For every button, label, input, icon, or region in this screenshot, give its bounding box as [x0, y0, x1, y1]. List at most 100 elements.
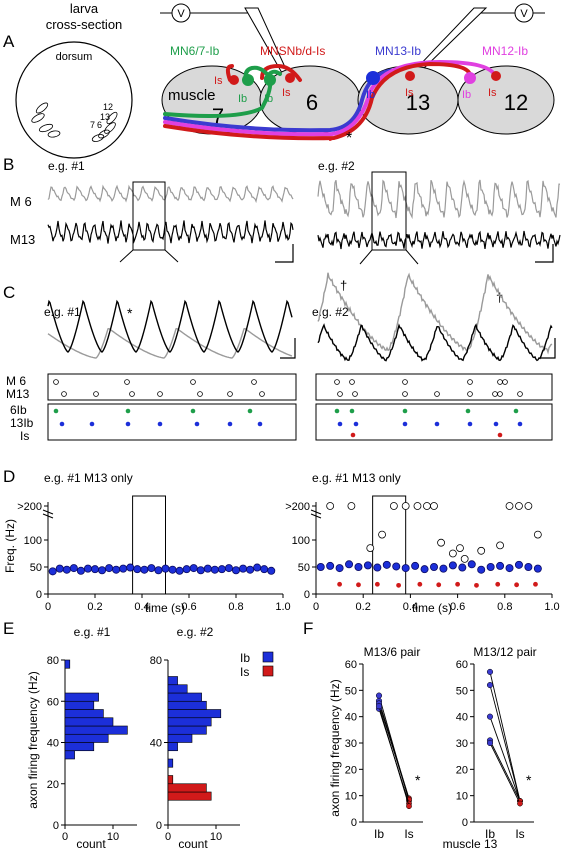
y-tick-label: 50: [298, 562, 310, 574]
hist-bar-ib: [167, 733, 193, 743]
y-tick-label: 50: [30, 562, 42, 574]
x-tick-label: 0.2: [356, 601, 371, 613]
terminal-ib-13: [366, 71, 380, 85]
terminal-label-is-13: Is: [405, 87, 414, 99]
data-point-ib: [514, 560, 523, 569]
raster-dot-13ib: [353, 421, 359, 427]
data-point-ib: [62, 565, 71, 574]
data-point-is: [436, 582, 442, 588]
y-tick-label: 30: [456, 738, 468, 750]
muscle-13-label: 13: [406, 90, 430, 115]
panel-d-right-title: e.g. #1 M13 only: [312, 471, 401, 485]
electrode-left: V: [160, 3, 291, 81]
larva-circle: [15, 41, 133, 159]
panel-e-title-2: e.g. #2: [177, 625, 214, 639]
raster-open-m13: [402, 391, 408, 397]
y-tick-label: 80: [47, 655, 59, 667]
data-point-ib: [154, 566, 163, 575]
data-point-open: [389, 502, 398, 510]
data-point-ib: [105, 564, 114, 573]
raster-label-is: Is: [20, 429, 29, 443]
x-tick-label: 0.6: [181, 601, 196, 613]
larva-dorsum: dorsum: [56, 51, 93, 63]
data-point-ib: [326, 561, 335, 570]
panel-c-asterisk: *: [127, 305, 133, 321]
panel-d-left-plot: >200 100 50 00 0.2 0.4 0.6 0.8 1.0: [17, 495, 291, 613]
panel-label-e: E: [3, 619, 14, 638]
raster-dot-13ib: [89, 421, 95, 427]
panel-e-ylabel: axon firing frequency (Hz): [26, 671, 40, 808]
panel-c-dagger-2: †: [496, 290, 503, 305]
x-tick-label: 1.0: [275, 601, 290, 613]
y-tick-label: 0: [304, 589, 310, 601]
y-tick-label: >200: [285, 501, 310, 513]
data-point-ib: [203, 564, 212, 573]
raster-open-m6: [502, 379, 508, 385]
y-tick-label: 40: [150, 738, 162, 750]
raster-dot-6ib: [349, 408, 355, 414]
data-point-is: [455, 581, 460, 587]
data-point-open: [326, 502, 335, 510]
terminal-label-is-6: Is: [282, 87, 291, 99]
y-tick-label: 60: [345, 659, 357, 671]
hist-bar-ib: [167, 709, 222, 719]
raster-open-m13: [434, 391, 440, 397]
data-point-ib: [448, 561, 457, 570]
data-point-ib: [467, 560, 476, 569]
data-point-ib: [354, 563, 363, 572]
data-point-ib: [335, 564, 344, 573]
data-point-open: [505, 502, 514, 510]
pair-line: [489, 740, 521, 802]
raster-open-m13: [61, 391, 67, 397]
neuron-label-mn12: MN12-Ib: [482, 44, 528, 58]
data-point-ib: [524, 563, 533, 572]
data-point-open: [366, 544, 375, 552]
data-point-ib: [48, 567, 57, 576]
data-point-ib: [458, 563, 467, 572]
panel-d-ylabel: Freq. (Hz): [3, 519, 17, 573]
x-tick-label-is: Is: [404, 827, 413, 841]
data-point-ib: [505, 564, 514, 573]
x-tick-label: 1.0: [544, 601, 559, 613]
data-point-open: [460, 555, 469, 563]
hist-bar-ib: [64, 725, 128, 735]
hist-bar-ib: [167, 758, 174, 768]
data-point-ib: [140, 565, 149, 574]
panel-b-trace-m6-eg2: [317, 179, 561, 220]
hist-bar-ib: [64, 659, 71, 669]
pair-point-is: [406, 803, 412, 810]
y-tick-label: 80: [150, 655, 162, 667]
data-point-ib: [98, 566, 107, 575]
raster-label-m6: M 6: [6, 374, 26, 388]
x-tick-label-is: Is: [515, 827, 524, 841]
data-point-open: [378, 530, 386, 539]
data-point-is: [474, 582, 479, 588]
hist-bar-ib: [64, 717, 114, 727]
panel-c-scalebars: [280, 338, 556, 359]
panel-c-trace-black-eg2: [317, 323, 553, 362]
data-point-ib: [392, 562, 401, 571]
raster-open-m13: [227, 391, 233, 397]
pair-point-ib: [486, 682, 494, 689]
zoom-window: [372, 495, 407, 595]
data-point-ib: [373, 563, 382, 572]
data-point-ib: [182, 565, 191, 574]
hist-bar-ib: [167, 692, 202, 702]
data-point-open: [347, 502, 356, 510]
larva-label-6: 6: [97, 120, 102, 130]
raster-dot-6ib: [334, 408, 340, 414]
y-tick-label: 100: [24, 535, 42, 547]
data-point-ib: [55, 564, 64, 573]
y-tick-label: 10: [345, 791, 357, 803]
panel-a-asterisk: *: [346, 130, 352, 147]
panel-c-trace-gray-eg2: [317, 272, 553, 355]
panel-f-title-2: M13/12 pair: [473, 645, 536, 659]
hist-bar-ib: [64, 700, 95, 710]
data-point-ib: [411, 561, 420, 570]
x-tick-label: 0.2: [87, 601, 102, 613]
raster-open-m6: [349, 379, 355, 385]
pair-line: [489, 742, 521, 804]
pair-line: [489, 716, 521, 802]
raster-open-m13: [93, 391, 99, 397]
raster-dot-13ib: [227, 421, 233, 427]
